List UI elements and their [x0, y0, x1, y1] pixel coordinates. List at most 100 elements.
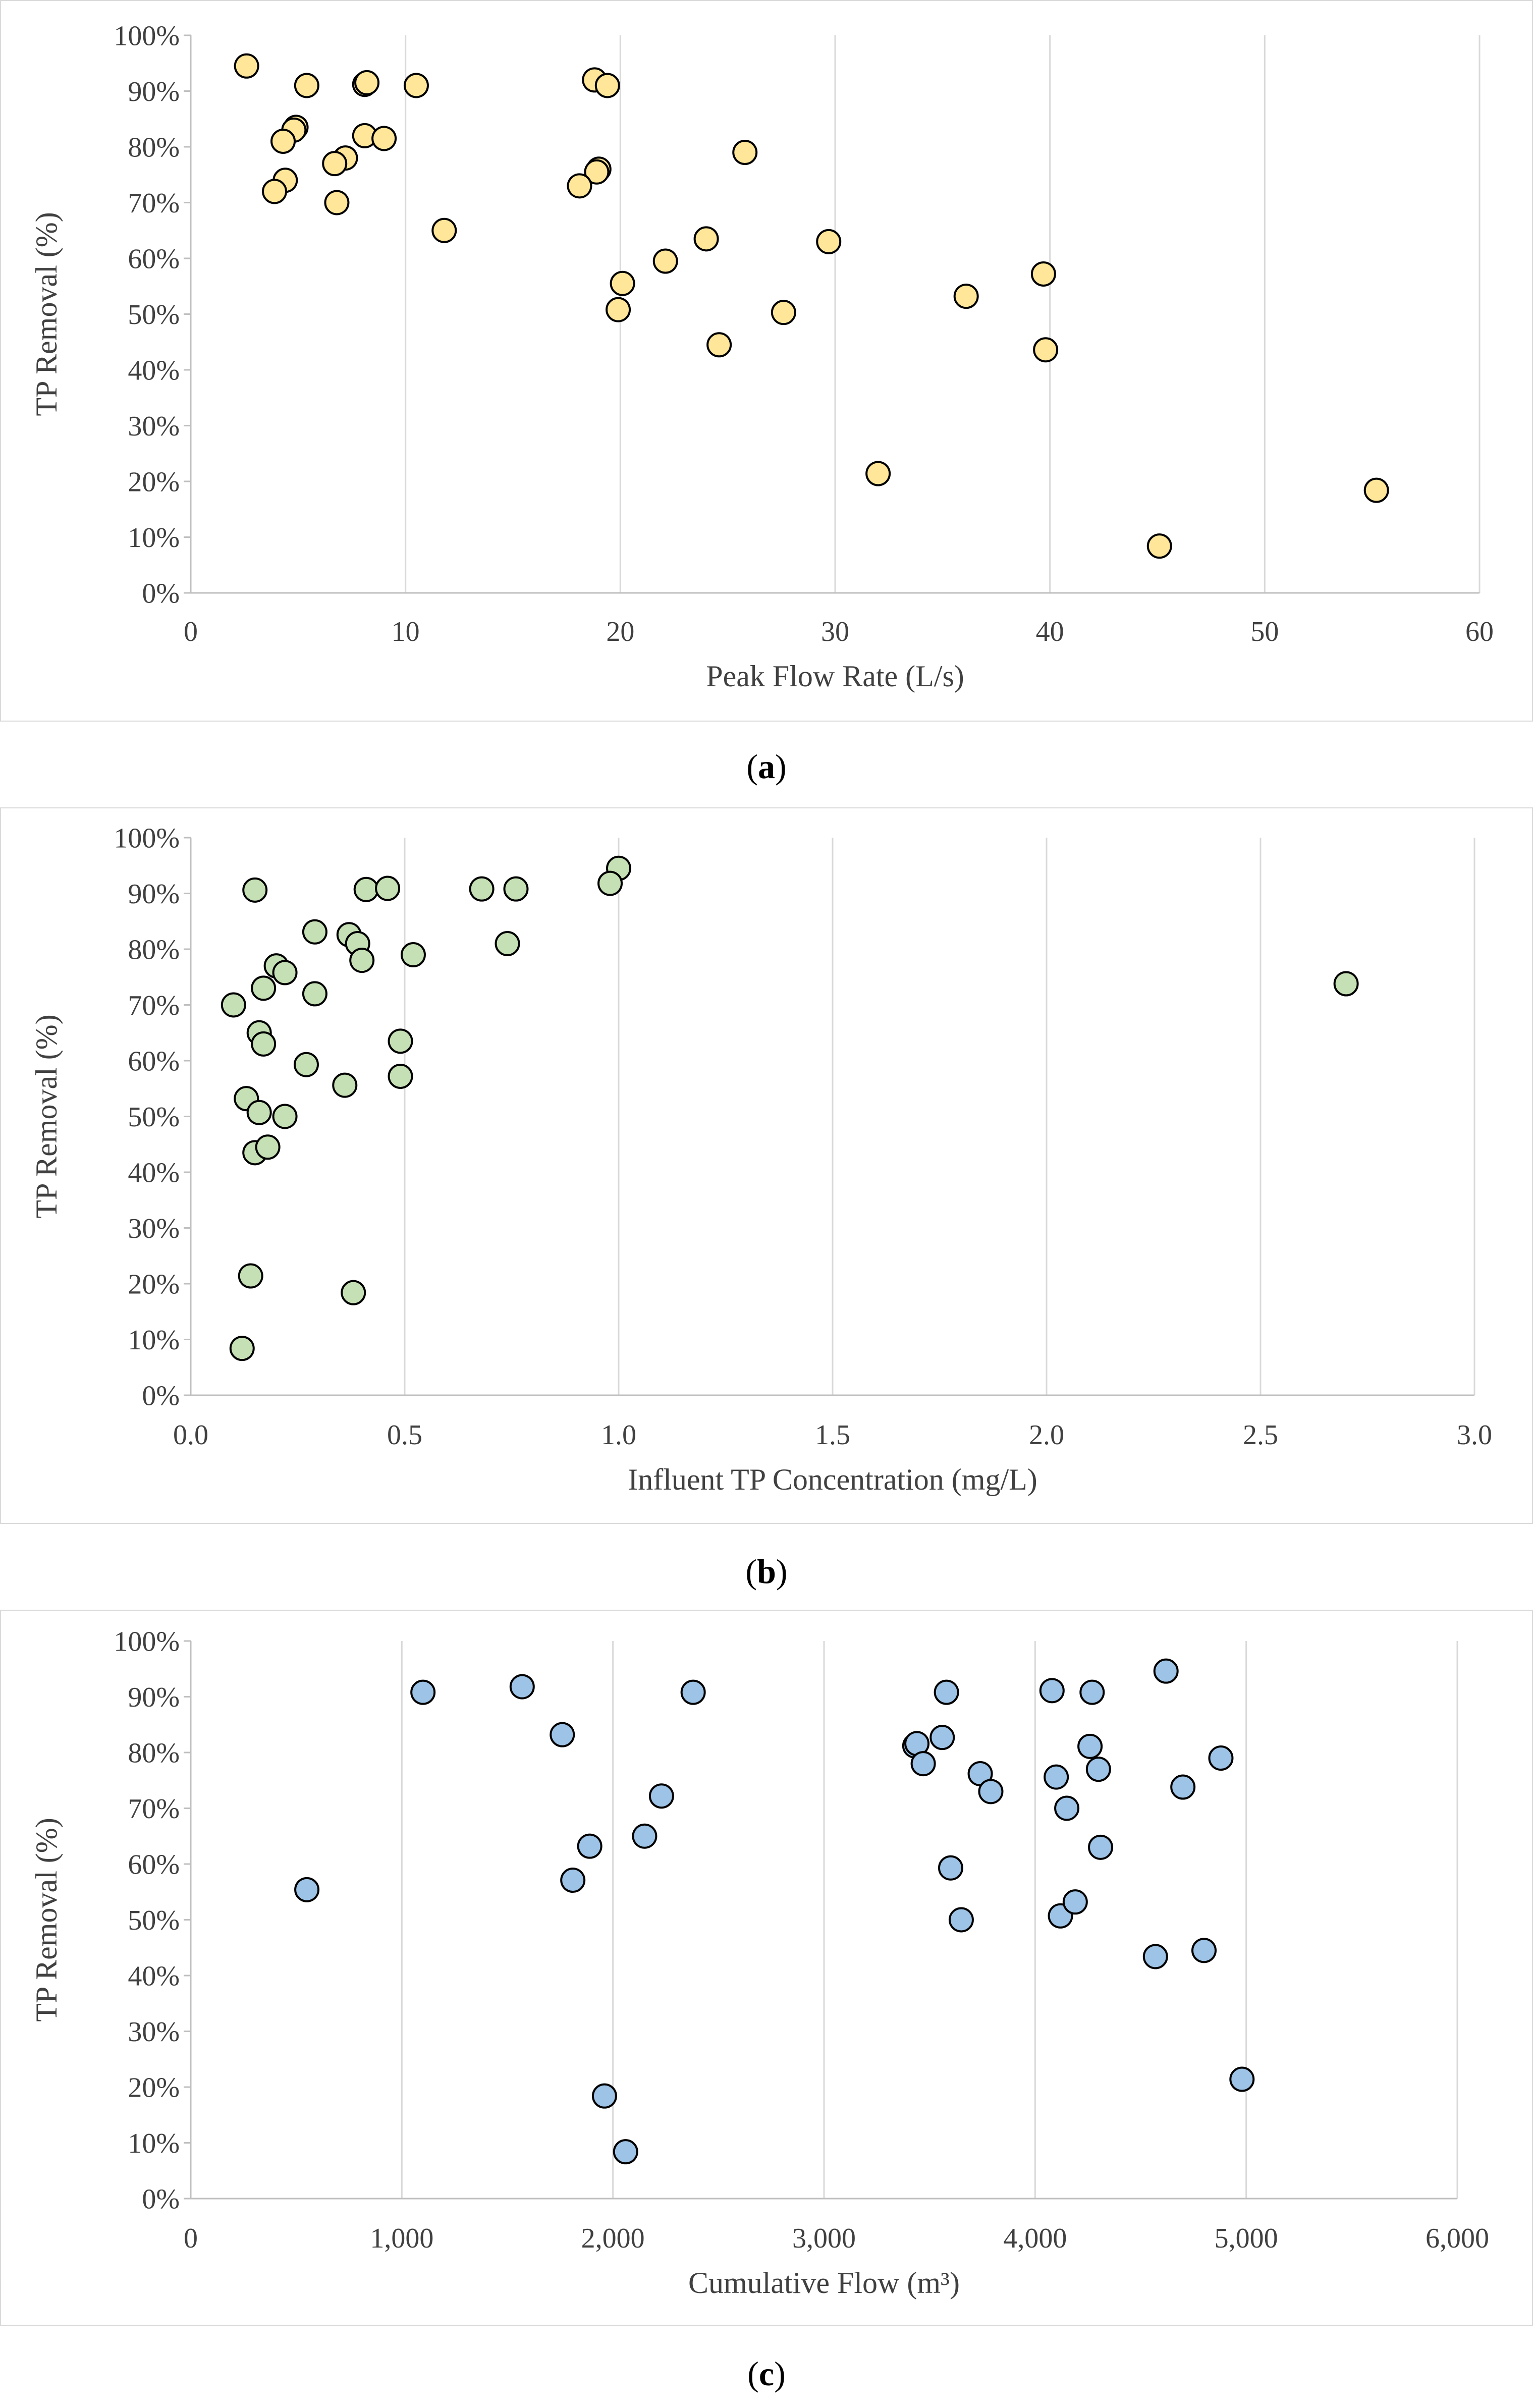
data-point	[938, 1855, 963, 1881]
x-tick-label: 6,000	[1426, 2223, 1489, 2254]
data-point	[706, 332, 732, 358]
data-point	[934, 1679, 959, 1705]
x-tick-label: 0	[184, 616, 198, 647]
data-point	[272, 1104, 298, 1129]
data-point	[648, 1783, 674, 1809]
data-point	[238, 1263, 263, 1289]
data-point	[371, 126, 397, 151]
y-tick-label: 100%	[114, 1626, 180, 1658]
x-tick-label: 0.5	[387, 1419, 422, 1451]
data-point	[1085, 1757, 1111, 1782]
y-tick-label: 0%	[142, 1381, 180, 1412]
data-point	[591, 2083, 617, 2109]
y-tick-label: 50%	[128, 1102, 180, 1133]
data-point	[293, 1052, 319, 1077]
y-tick-label: 80%	[128, 935, 180, 966]
y-tick-label: 70%	[128, 188, 180, 219]
data-point	[1142, 1944, 1168, 1969]
data-point	[652, 248, 678, 274]
x-tick-label: 4,000	[1003, 2223, 1067, 2254]
data-point	[469, 876, 495, 902]
data-point	[270, 128, 296, 154]
data-point	[1030, 261, 1056, 287]
y-tick-label: 0%	[142, 2184, 180, 2215]
caption-open-paren: (	[747, 2355, 759, 2393]
data-point	[251, 975, 277, 1001]
x-tick-label: 0.0	[173, 1419, 208, 1451]
data-point	[375, 875, 401, 901]
data-point	[388, 1063, 413, 1089]
x-tick-label: 30	[821, 616, 849, 647]
chart-area-a	[0, 0, 1533, 722]
data-point	[294, 73, 319, 98]
caption-letter: c	[758, 2355, 775, 2393]
x-axis-title: Cumulative Flow (m³)	[688, 2266, 960, 2300]
data-point	[560, 1868, 586, 1893]
x-axis-title: Peak Flow Rate (L/s)	[706, 660, 964, 693]
data-point	[255, 1134, 281, 1160]
scatter-chart-a: 0% 10% 20% 30% 40% 50% 60% 70% 80% 90% 100% 0 10 20 30…	[30, 21, 1494, 693]
data-point	[1079, 1679, 1105, 1705]
x-tick-label: 2,000	[581, 2223, 645, 2254]
data-point	[910, 1751, 936, 1777]
data-point	[324, 190, 350, 215]
x-tick-label: 0	[184, 2223, 198, 2254]
data-point	[1077, 1733, 1103, 1759]
data-point	[929, 1725, 955, 1750]
data-point	[221, 992, 246, 1018]
scatter-chart-b: 0% 10% 20% 30% 40% 50% 60% 70% 80% 90% 100% 0.0 0.5 1…	[30, 823, 1492, 1496]
data-point	[1333, 971, 1359, 997]
x-tick-label: 40	[1036, 616, 1064, 647]
data-point	[294, 1877, 320, 1902]
data-point	[246, 1100, 272, 1125]
x-tick-label: 1.5	[815, 1419, 850, 1451]
caption-open-paren: (	[745, 1552, 757, 1591]
y-tick-label: 30%	[128, 2016, 180, 2048]
data-point	[1054, 1795, 1080, 1821]
y-tick-label: 40%	[128, 355, 180, 387]
x-tick-label: 1.0	[601, 1419, 636, 1451]
x-tick-label: 5,000	[1215, 2223, 1278, 2254]
y-tick-label: 60%	[128, 1046, 180, 1077]
y-tick-label: 30%	[128, 1213, 180, 1244]
data-point	[584, 159, 610, 185]
y-tick-label: 90%	[128, 879, 180, 910]
data-point	[302, 919, 327, 945]
x-tick-label: 2.5	[1243, 1419, 1278, 1451]
panel-b: 0% 10% 20% 30% 40% 50% 60% 70% 80% 90% 100% 0.0 0.5 1…	[0, 807, 1533, 1605]
caption-close-paren: )	[774, 2355, 786, 2393]
data-point	[354, 70, 380, 95]
y-tick-label: 70%	[128, 1793, 180, 1825]
data-point	[594, 73, 620, 98]
chart-area-b	[0, 807, 1533, 1524]
panel-caption-c: (c)	[0, 2357, 1533, 2391]
y-tick-label: 60%	[128, 1849, 180, 1881]
y-tick-label: 90%	[128, 1682, 180, 1713]
data-point	[1208, 1745, 1234, 1771]
y-axis-title: TP Removal (%)	[30, 1014, 63, 1218]
caption-close-paren: )	[775, 747, 787, 786]
data-point	[353, 877, 379, 902]
x-tick-label: 3,000	[792, 2223, 856, 2254]
y-tick-label: 0%	[142, 578, 180, 610]
data-point	[403, 73, 429, 98]
data-point	[865, 461, 891, 486]
y-tick-label: 100%	[114, 21, 180, 52]
y-tick-label: 100%	[114, 823, 180, 854]
y-tick-label: 60%	[128, 244, 180, 275]
data-point	[251, 1031, 277, 1057]
data-point	[771, 300, 796, 325]
y-tick-label: 80%	[128, 132, 180, 163]
data-point	[632, 1823, 658, 1849]
x-tick-label: 10	[392, 616, 420, 647]
data-point	[577, 1833, 603, 1859]
x-tick-label: 20	[606, 616, 634, 647]
data-point	[272, 960, 298, 986]
x-tick-label: 1,000	[370, 2223, 433, 2254]
data-point	[978, 1779, 1004, 1804]
data-point	[1088, 1834, 1114, 1860]
y-tick-label: 40%	[128, 1961, 180, 1992]
x-tick-label: 2.0	[1029, 1419, 1064, 1451]
data-point	[567, 173, 592, 199]
data-point	[693, 226, 719, 252]
